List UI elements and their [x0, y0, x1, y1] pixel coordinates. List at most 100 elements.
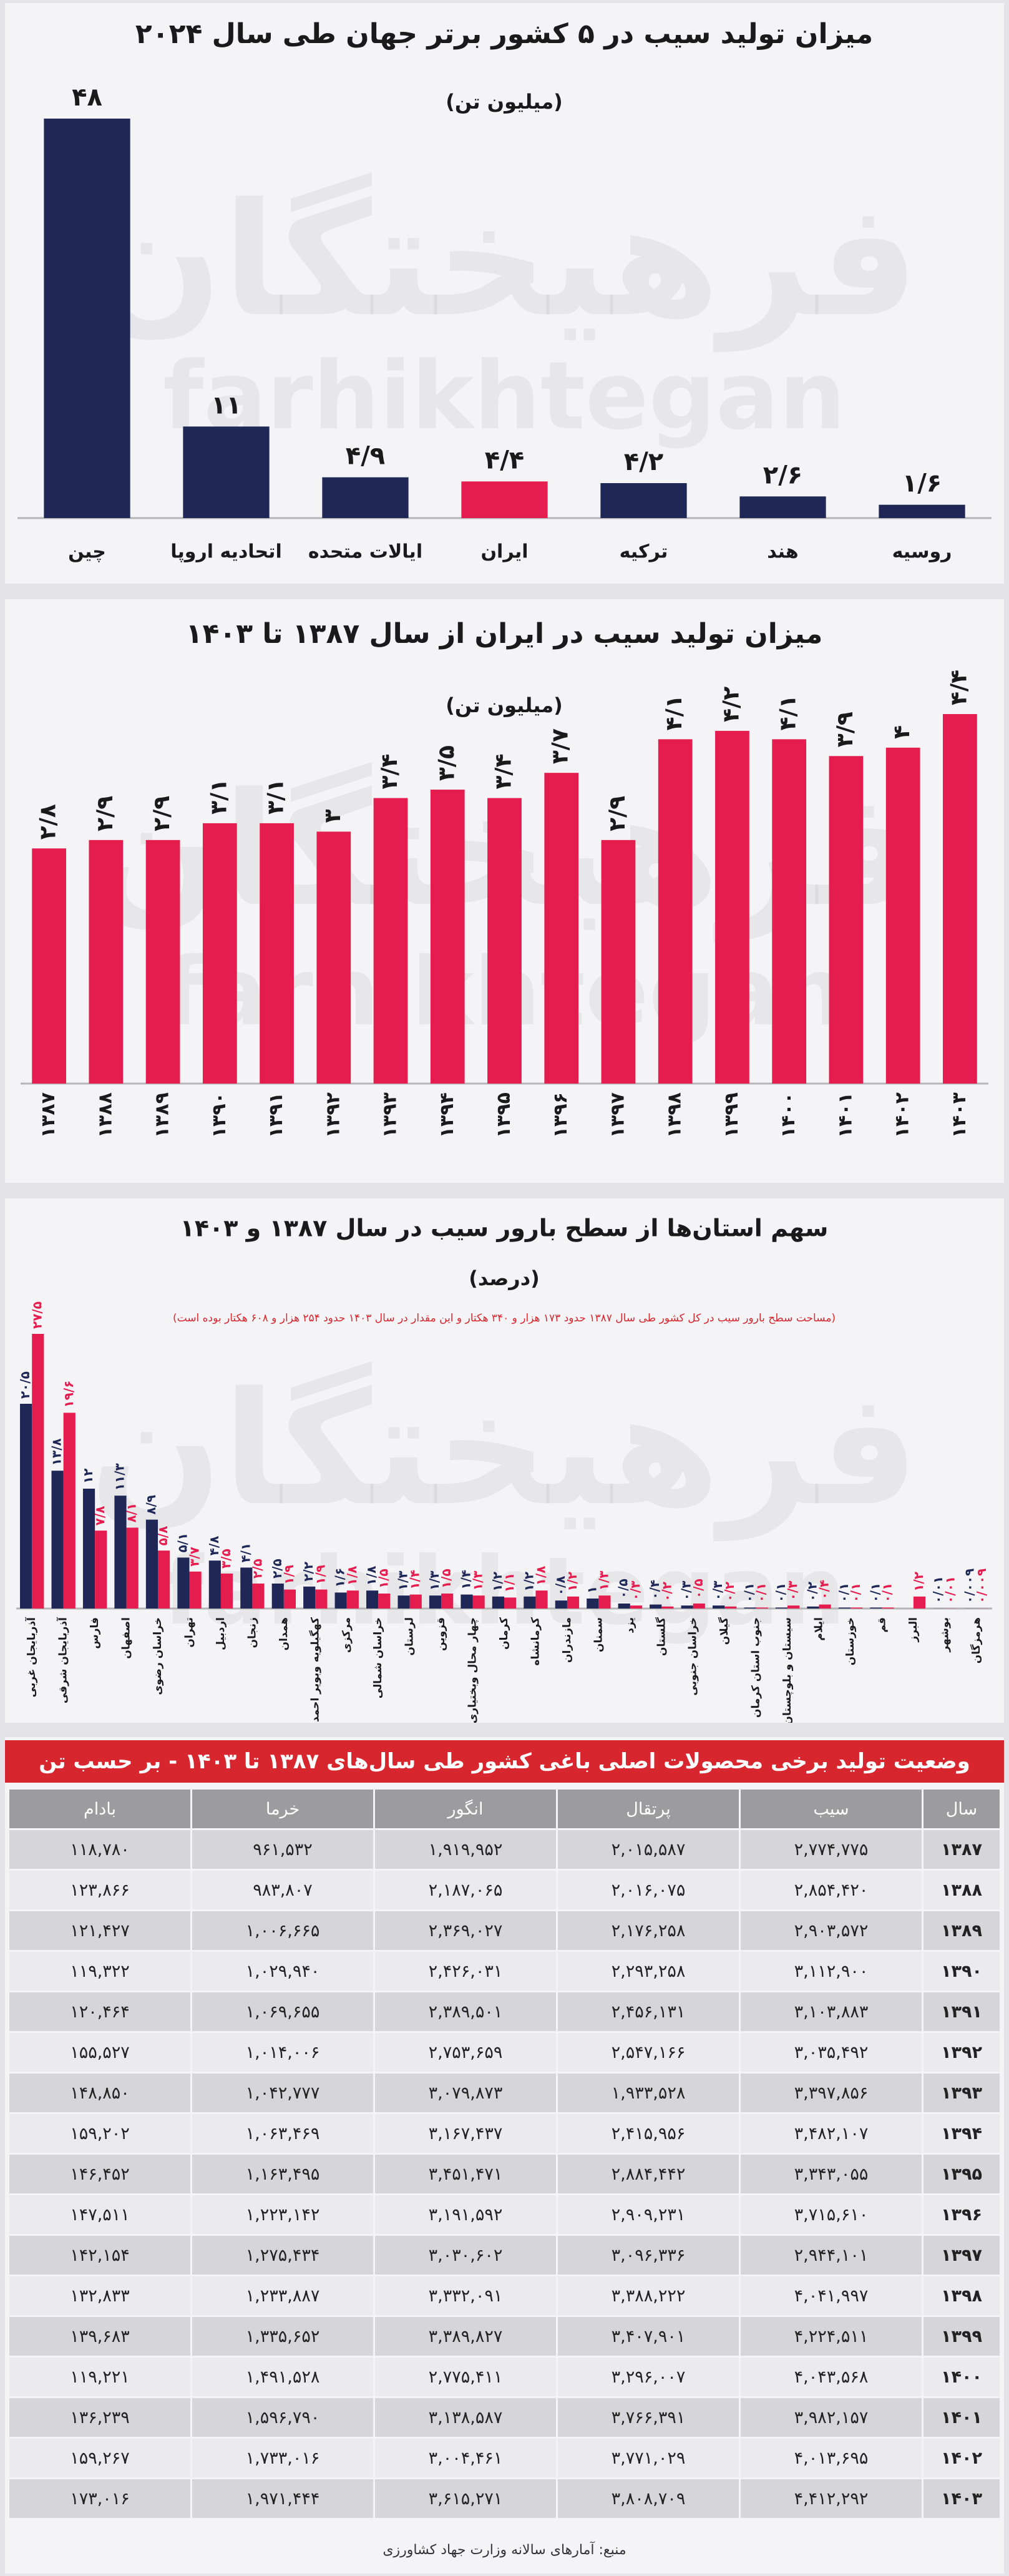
chart-world: فرهیختگان farhikhtegan میزان تولید سیب د… [17, 18, 992, 563]
value-label: ۳/۴ [491, 753, 517, 789]
value-cell: ۳,۳۴۳,۰۵۵ [739, 2153, 924, 2195]
bar [397, 1595, 410, 1609]
value-cell: ۱۴۲,۱۵۴ [7, 2234, 192, 2276]
x-tick-label: گلستان [655, 1617, 668, 1656]
value-cell: ۱,۹۱۹,۹۵۲ [373, 1828, 558, 1871]
chart-note: (مساحت سطح بارور سیب در کل کشور طی سال ۱… [173, 1312, 836, 1325]
bar [724, 1606, 737, 1609]
x-tick-label: آذربایجان غربی [24, 1617, 38, 1697]
bar [555, 1600, 567, 1609]
value-label: ۰/۰۰۹ [974, 1569, 989, 1604]
value-cell: ۲,۸۵۴,۴۲۰ [739, 1869, 924, 1911]
value-cell: ۱۱۸,۷۸۰ [7, 1828, 192, 1871]
bar [524, 1596, 536, 1609]
value-cell: ۱۴۷,۵۱۱ [7, 2193, 192, 2236]
value-label: ۸/۹ [144, 1495, 158, 1515]
table-row: ۱۳۹۸ ۴,۰۴۱,۹۹۷ ۳,۳۸۸,۲۲۲ ۳,۳۳۲,۰۹۱ ۱,۲۳۳,۸۸۷… [7, 2275, 1002, 2317]
table-row: ۱۳۹۲ ۳,۰۳۵,۴۹۲ ۲,۵۴۷,۱۶۶ ۲,۷۵۳,۶۵۹ ۱,۰۱۴,۰۰۶… [7, 2031, 1002, 2074]
x-tick-label: اصفهان [120, 1617, 133, 1659]
bar [630, 1605, 642, 1609]
bar [316, 831, 351, 1084]
bar [95, 1530, 107, 1609]
value-cell: ۳,۴۵۱,۴۷۱ [373, 2153, 558, 2195]
value-label: ۱/۹ [313, 1565, 328, 1585]
value-cell: ۱۳۹,۶۸۳ [7, 2315, 192, 2358]
value-label: ۴/۱ [776, 695, 801, 730]
x-tick-label: هند [767, 541, 798, 563]
value-cell: ۳,۲۹۶,۰۰۷ [556, 2356, 741, 2398]
table-row: ۱۳۹۱ ۳,۱۰۳,۸۸۳ ۲,۴۵۶,۱۳۱ ۲,۳۸۹,۵۰۱ ۱,۰۶۹,۶۵۵… [7, 1991, 1002, 2033]
value-cell: ۱,۰۰۶,۶۶۵ [190, 1909, 375, 1952]
value-cell: ۱,۰۲۹,۹۴۰ [190, 1950, 375, 1992]
value-label: ۰/۲ [659, 1582, 674, 1602]
bar [829, 756, 864, 1084]
value-label: ۰/۱ [880, 1583, 895, 1603]
x-tick-label: ایلام [813, 1617, 826, 1641]
bar [260, 823, 294, 1084]
value-label: ۰/۳ [628, 1580, 643, 1600]
bar [303, 1586, 316, 1609]
bar [89, 840, 124, 1084]
value-label: ۷/۸ [92, 1506, 107, 1526]
value-label: ۰/۲ [804, 1582, 819, 1602]
bar [145, 1519, 158, 1609]
bar [913, 1596, 926, 1609]
value-label: ۵/۱ [175, 1533, 190, 1553]
value-cell: ۳,۷۷۱,۰۲۹ [556, 2437, 741, 2479]
value-cell: ۱۴۸,۸۵۰ [7, 2072, 192, 2114]
value-cell: ۱,۰۶۹,۶۵۵ [190, 1991, 375, 2033]
value-cell: ۴,۰۱۳,۶۹۵ [739, 2437, 924, 2479]
value-label: ۲۷/۵ [29, 1301, 44, 1329]
value-label: ۰/۰۱ [942, 1576, 957, 1604]
value-label: ۲/۸ [36, 804, 61, 840]
panel-iran: فرهیختگان farhikhtegan میزان تولید سیب د… [5, 599, 1004, 1183]
table-row: ۱۳۹۳ ۳,۳۹۷,۸۵۶ ۱,۹۳۳,۵۲۸ ۳,۰۷۹,۸۷۳ ۱,۰۴۲,۷۷۷… [7, 2072, 1002, 2114]
value-cell: ۱۲۰,۴۶۴ [7, 1991, 192, 2033]
chart-provinces: فرهیختگان farhikhtegan سهم استان‌ها از س… [16, 1215, 992, 1723]
x-tick-label: ۱۳۹۷ [607, 1092, 628, 1138]
x-tick-label: خراسان جنوبی [687, 1617, 699, 1696]
value-label: ۰/۱ [773, 1583, 788, 1603]
bar [544, 773, 579, 1084]
year-cell: ۱۳۹۱ [922, 1991, 1002, 2033]
bar [492, 1596, 504, 1609]
value-label: ۰/۴ [647, 1580, 662, 1600]
x-tick-label: مرکزی [341, 1617, 353, 1653]
watermark: فرهیختگان [89, 1358, 919, 1541]
bar [126, 1527, 139, 1609]
bar [661, 1606, 674, 1609]
bar [885, 747, 920, 1084]
column-header: انگور [373, 1788, 558, 1830]
x-tick-label: ۱۳۹۰ [208, 1092, 230, 1138]
x-tick-label: کهگیلویه وبویر احمد [308, 1617, 321, 1722]
x-tick-label: ۱۳۹۶ [550, 1092, 572, 1138]
table-source: منبع: آمارهای سالانه وزارت جهاد کشاورزی [383, 2542, 626, 2558]
bar [504, 1597, 517, 1609]
bar [461, 481, 548, 518]
value-cell: ۲,۴۵۶,۱۳۱ [556, 1991, 741, 2033]
value-label: ۴/۸ [207, 1535, 222, 1555]
value-cell: ۲,۱۸۷,۰۶۵ [373, 1869, 558, 1911]
year-cell: ۱۳۹۷ [922, 2234, 1002, 2276]
value-label: ۴/۱ [238, 1543, 253, 1563]
bar [322, 477, 409, 518]
value-cell: ۱۳۶,۲۳۹ [7, 2396, 192, 2439]
table-panel: فرهیختگان farhikhtegan وضعیت تولید برخی … [5, 1737, 1004, 2574]
value-cell: ۱۳۲,۸۳۳ [7, 2275, 192, 2317]
value-label: ۰/۱ [836, 1583, 851, 1603]
value-label: ۳/۱ [206, 779, 232, 815]
value-label: ۱۱ [211, 391, 241, 419]
value-cell: ۲,۰۱۶,۰۷۵ [556, 1869, 741, 1911]
value-cell: ۱۵۵,۵۲۷ [7, 2031, 192, 2074]
value-cell: ۱,۴۹۱,۵۲۸ [190, 2356, 375, 2398]
x-tick-label: ایالات متحده [308, 541, 422, 563]
table-row: ۱۳۹۰ ۳,۱۱۲,۹۰۰ ۲,۲۹۳,۲۵۸ ۲,۴۲۶,۰۳۱ ۱,۰۲۹,۹۴۰… [7, 1950, 1002, 1992]
value-label: ۱/۳ [396, 1570, 411, 1590]
chart-subtitle: (میلیون تن) [446, 693, 563, 717]
value-label: ۳ [320, 809, 346, 823]
x-tick-label: ۱۳۹۹ [721, 1092, 743, 1138]
value-label: ۰/۸ [553, 1575, 568, 1595]
value-label: ۰/۱ [867, 1583, 882, 1603]
value-label: ۵/۸ [155, 1526, 170, 1545]
x-tick-label: ۱۳۹۲ [322, 1092, 344, 1138]
